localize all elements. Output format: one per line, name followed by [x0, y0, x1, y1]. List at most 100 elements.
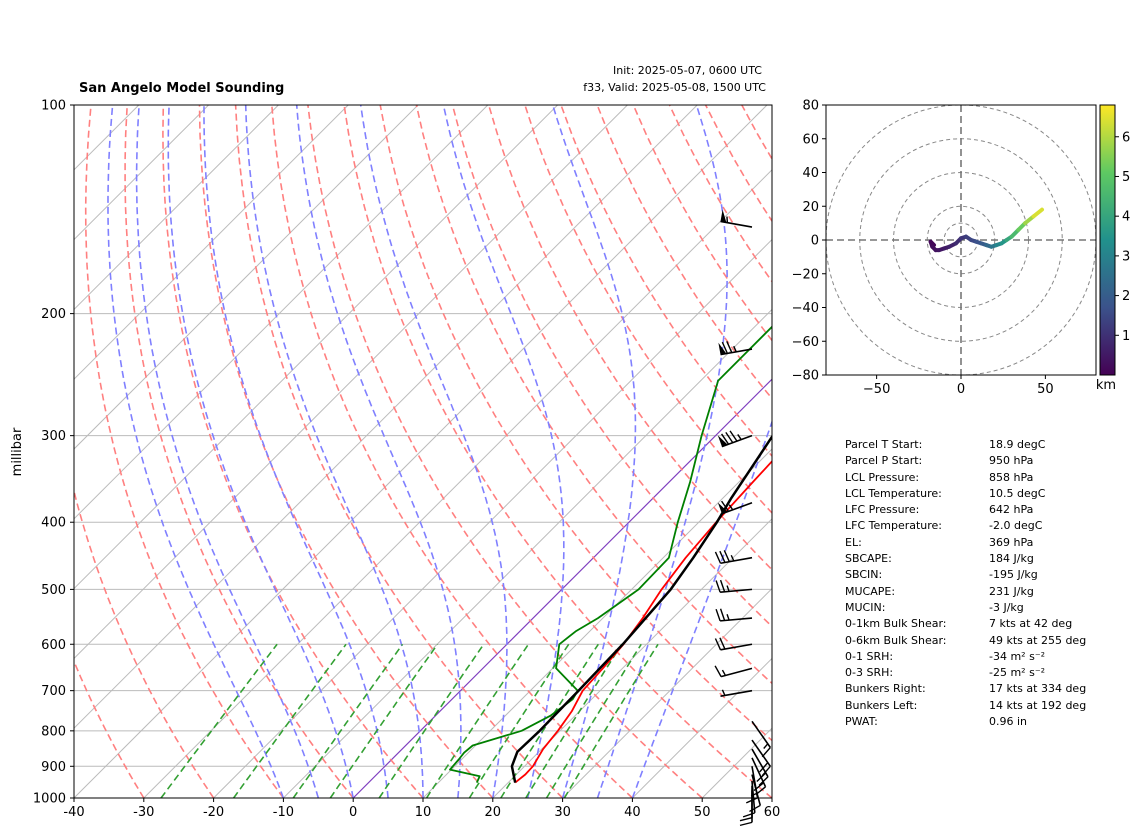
- wind-barb-full: [729, 430, 738, 442]
- wind-barb-staff: [720, 220, 753, 228]
- y-tick-label: 300: [41, 429, 66, 444]
- wind-barb-full: [742, 812, 756, 818]
- moist-adiabat: [631, 419, 772, 798]
- wind-barb: [739, 785, 753, 822]
- wind-barb-full: [759, 762, 769, 773]
- parameter-value: 231 J/kg: [989, 584, 1034, 598]
- skewt-chart: -40 -30 -20 -10 0 10 20 30 40 50 60 1000 900 800 700 6…: [10, 99, 780, 827]
- skewt-x-axis: -40 -30 -20 -10 0 10 20 30 40 50 60: [63, 798, 780, 820]
- parameter-label: 0-6km Bulk Shear:: [845, 633, 947, 647]
- colorbar-tick-label: 6: [1122, 130, 1130, 145]
- y-tick-label: 800: [41, 724, 66, 739]
- parameter-value: 10.5 degC: [989, 486, 1046, 500]
- wind-barb-flag: [717, 435, 728, 447]
- x-tick-label: -40: [63, 805, 84, 820]
- wind-barb-flag: [720, 209, 727, 223]
- wind-barb-full: [715, 608, 721, 622]
- wind-barb-full: [761, 765, 771, 777]
- wind-barb: [720, 689, 753, 697]
- wind-barb-half: [728, 504, 734, 511]
- colorbar-tick-label: 2: [1122, 289, 1130, 304]
- parameter-value: -34 m² s⁻²: [989, 649, 1046, 663]
- wind-barb-staff: [751, 720, 772, 748]
- x-tick-label: 60: [764, 805, 781, 820]
- dry-adiabat: [487, 105, 772, 571]
- x-tick-label: 20: [485, 805, 502, 820]
- parameter-label: LFC Pressure:: [845, 503, 920, 517]
- parameter-value: 642 hPa: [989, 503, 1034, 517]
- x-tick-label: 0: [349, 805, 357, 820]
- wind-barb: [751, 739, 772, 777]
- wind-barb: [717, 430, 753, 448]
- wind-barb-staff: [720, 643, 753, 651]
- wind-barb-full: [739, 821, 753, 827]
- wind-barb-full: [749, 804, 761, 813]
- hodograph-x-tick-label: 0: [957, 382, 965, 397]
- wind-barb-full: [719, 550, 726, 563]
- moist-adiabat: [167, 105, 354, 798]
- wind-barbs: [714, 209, 772, 827]
- hodograph-axes: −50 0 50 −80 −60 −40 −20 0 20 40 60 80: [792, 99, 1054, 398]
- parameter-value: 7 kts at 42 deg: [989, 617, 1073, 631]
- y-tick-label: 500: [41, 583, 66, 598]
- wind-barb-staff: [720, 588, 753, 593]
- parameter-label: LCL Temperature:: [845, 486, 942, 500]
- dry-adiabat: [84, 105, 285, 798]
- dry-adiabat: [162, 105, 424, 798]
- parameter-label: 0-1 SRH:: [845, 649, 894, 663]
- y-tick-label: 100: [41, 99, 66, 114]
- colorbar-tick-label: 3: [1122, 249, 1130, 264]
- wind-barb-full: [761, 747, 771, 758]
- wind-barb-half: [721, 669, 727, 676]
- hodograph-y-tick-label: 60: [802, 132, 819, 147]
- mixing-ratio-line: [425, 643, 530, 798]
- isotherm-line: [74, 105, 279, 311]
- isotherm-line: [74, 105, 349, 380]
- parameter-label: PWAT:: [845, 715, 878, 729]
- hodograph-x-tick-label: 50: [1037, 382, 1054, 397]
- hodograph-y-tick-label: 80: [802, 99, 819, 114]
- y-tick-label: 200: [41, 307, 66, 322]
- y-tick-label: 600: [41, 638, 66, 653]
- isotherm-line: [422, 448, 772, 798]
- parameter-label: 0-3 SRH:: [845, 666, 894, 680]
- wind-barb-full: [714, 665, 722, 677]
- skewt-profiles: [449, 325, 772, 784]
- parameter-label: Parcel T Start:: [845, 438, 923, 451]
- hodograph-y-tick-label: 20: [802, 200, 819, 215]
- parameter-value: 14 kts at 192 deg: [989, 698, 1087, 712]
- isotherm-line: [74, 105, 628, 660]
- wind-barb-full: [719, 608, 726, 621]
- wind-barb-half: [726, 585, 730, 592]
- wind-barb-half: [726, 614, 730, 621]
- y-tick-label: 900: [41, 760, 66, 775]
- wind-barb-full: [755, 786, 766, 796]
- skewt-y-axis: 1000 900 800 700 600 500 400 300 200 100: [33, 99, 74, 807]
- wind-barb-staff: [751, 766, 759, 798]
- hodograph-y-tick-label: −40: [792, 301, 819, 316]
- wind-barb-staff: [720, 617, 753, 622]
- isotherm-line: [492, 518, 772, 798]
- isotherm-line: [74, 105, 209, 241]
- wind-barb-staff: [720, 667, 753, 678]
- isotherm-line: [74, 105, 419, 450]
- colorbar-tick-label: 1: [1122, 329, 1130, 344]
- hodograph-chart: −50 0 50 −80 −60 −40 −20 0 20 40 60 80 1 2 3 4 5 6 km: [792, 99, 1131, 398]
- hodograph-x-tick-label: −50: [863, 382, 890, 397]
- x-tick-label: -10: [273, 805, 294, 820]
- mixing-ratio-line: [563, 643, 659, 798]
- moist-adiabat: [295, 105, 462, 798]
- wind-barb-half: [730, 554, 735, 562]
- hodograph-ring: [943, 222, 979, 258]
- parameter-label: LCL Pressure:: [845, 470, 920, 484]
- wind-barb-staff: [720, 689, 753, 697]
- parameter-value: 369 hPa: [989, 535, 1034, 549]
- hodograph-y-tick-label: 40: [802, 166, 819, 181]
- wind-barb-half: [733, 345, 737, 353]
- wind-barb-half: [737, 434, 742, 440]
- wind-barb-full: [725, 432, 734, 444]
- wind-barb-full: [745, 797, 758, 804]
- isotherm-line: [283, 308, 772, 798]
- x-tick-label: 10: [415, 805, 432, 820]
- colorbar-label: km: [1096, 378, 1116, 393]
